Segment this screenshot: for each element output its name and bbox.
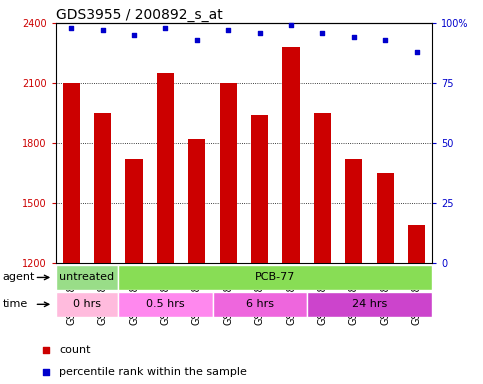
Text: PCB-77: PCB-77: [255, 272, 296, 283]
Bar: [377, 173, 394, 263]
Point: [193, 37, 201, 43]
Point: [350, 35, 357, 41]
Text: count: count: [59, 345, 91, 355]
Bar: [283, 47, 299, 263]
Bar: [251, 115, 268, 263]
Point: [161, 25, 170, 31]
Text: untreated: untreated: [59, 272, 114, 283]
Bar: [307, 292, 432, 317]
Bar: [220, 83, 237, 263]
Point: [287, 22, 295, 28]
Bar: [126, 159, 142, 263]
Text: 24 hrs: 24 hrs: [352, 299, 387, 310]
Point: [68, 25, 75, 31]
Text: percentile rank within the sample: percentile rank within the sample: [59, 367, 247, 377]
Point: [382, 37, 389, 43]
Text: agent: agent: [2, 272, 35, 283]
Text: time: time: [2, 299, 28, 310]
Bar: [157, 73, 174, 263]
Bar: [408, 225, 425, 263]
Point: [412, 49, 420, 55]
Text: 0 hrs: 0 hrs: [73, 299, 101, 310]
Point: [230, 281, 238, 287]
Text: GDS3955 / 200892_s_at: GDS3955 / 200892_s_at: [56, 8, 222, 22]
Bar: [213, 292, 307, 317]
Text: 0.5 hrs: 0.5 hrs: [146, 299, 185, 310]
Bar: [63, 83, 80, 263]
Bar: [314, 113, 331, 263]
Bar: [94, 113, 111, 263]
Bar: [188, 139, 205, 263]
Text: 6 hrs: 6 hrs: [246, 299, 273, 310]
Bar: [56, 292, 118, 317]
Bar: [56, 265, 118, 290]
Point: [99, 27, 107, 33]
Point: [230, 86, 238, 92]
Bar: [345, 159, 362, 263]
Bar: [118, 265, 432, 290]
Point: [130, 32, 138, 38]
Bar: [118, 292, 213, 317]
Point: [256, 30, 264, 36]
Point: [319, 30, 327, 36]
Point: [224, 27, 232, 33]
